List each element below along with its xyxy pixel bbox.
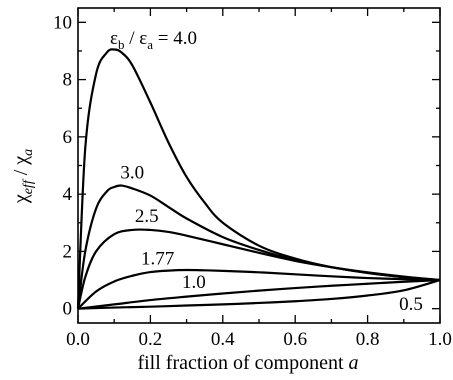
y-tick-label: 10 bbox=[53, 12, 72, 33]
x-tick-label: 0.2 bbox=[139, 329, 163, 350]
series-curve-4 bbox=[77, 278, 441, 310]
series-label: 2.5 bbox=[135, 206, 159, 227]
x-tick-label: 0.8 bbox=[356, 329, 380, 350]
y-tick-labels: 0 2 4 6 8 10 bbox=[53, 12, 73, 319]
series-curve-5 bbox=[77, 278, 441, 310]
y-tick-label: 8 bbox=[63, 70, 73, 91]
series-curve-3 bbox=[77, 268, 441, 310]
x-tick-label: 0.4 bbox=[211, 329, 235, 350]
series-label: 1.0 bbox=[182, 272, 206, 293]
series-curves bbox=[76, 48, 441, 310]
y-axis-title: χeff / χa bbox=[10, 149, 36, 204]
series-label: 1.77 bbox=[141, 248, 174, 269]
y-tick-label: 2 bbox=[63, 241, 73, 262]
series-labels: 3.0 2.5 1.77 1.0 0.5 bbox=[120, 162, 422, 315]
series-label: 3.0 bbox=[120, 162, 144, 183]
plot-area: 0.0 0.2 0.4 0.6 0.8 1.0 0 2 4 6 8 10 3.0 2.5 1.77 1.0… bbox=[53, 7, 452, 350]
axis-ticks bbox=[77, 8, 441, 323]
y-tick-label: 6 bbox=[63, 127, 73, 148]
series-curve-2 bbox=[76, 228, 441, 309]
x-tick-label: 0.0 bbox=[66, 329, 90, 350]
x-tick-label: 1.0 bbox=[428, 329, 452, 350]
x-tick-labels: 0.0 0.2 0.4 0.6 0.8 1.0 bbox=[66, 329, 452, 350]
x-axis-title: fill fraction of component a bbox=[137, 352, 358, 374]
x-tick-label: 0.6 bbox=[283, 329, 307, 350]
y-tick-label: 0 bbox=[63, 299, 73, 320]
y-tick-label: 4 bbox=[63, 184, 73, 205]
ratio-header-label: εb / εa = 4.0 bbox=[110, 28, 197, 52]
series-label: 0.5 bbox=[399, 294, 423, 315]
